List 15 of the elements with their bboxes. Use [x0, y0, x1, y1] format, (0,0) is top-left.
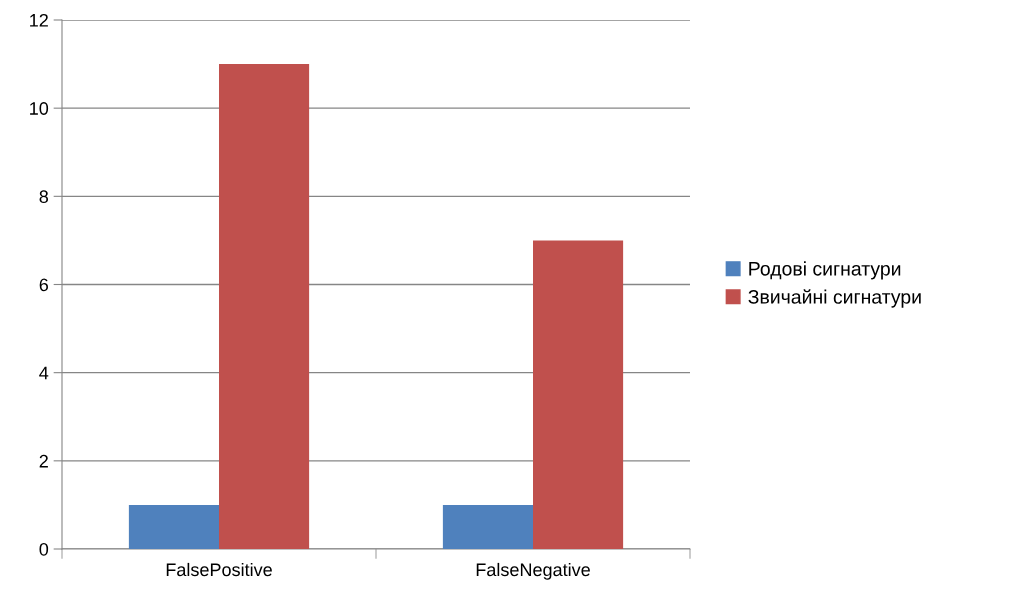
x-tick-label: FalseNegative	[476, 562, 590, 580]
y-tick-label: 4	[39, 366, 49, 380]
bar	[219, 64, 310, 549]
y-tick-label: 6	[39, 278, 49, 292]
y-tick-label: 10	[30, 102, 49, 115]
y-tick-label: 0	[39, 542, 49, 556]
y-tick-label: 12	[30, 13, 48, 27]
bar	[533, 240, 624, 549]
y-tick-label: 2	[39, 454, 48, 468]
bar	[442, 504, 533, 549]
x-tick-label: FalsePositive	[166, 562, 272, 577]
legend-label: Родові сигнатури	[749, 261, 901, 280]
bar	[128, 504, 219, 549]
y-tick-label: 8	[39, 190, 49, 204]
legend-label: Звичайні сигнатури	[748, 289, 921, 308]
